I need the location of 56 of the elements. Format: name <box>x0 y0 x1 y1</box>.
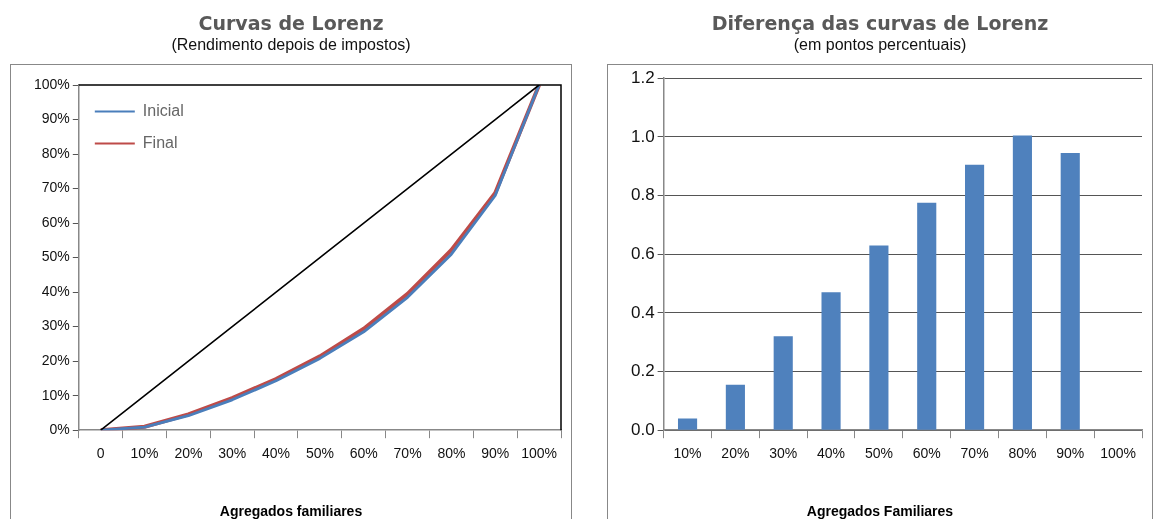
bar <box>773 336 793 430</box>
y-tick-label: 30% <box>41 317 70 334</box>
chart-title: Curvas de Lorenz <box>197 12 385 36</box>
x-tick-label: 70% <box>393 445 422 462</box>
x-tick-label: 100% <box>521 445 557 462</box>
y-tick-label: 0.8 <box>630 185 655 205</box>
x-tick-label: 50% <box>305 445 334 462</box>
x-tick-label: 0 <box>96 445 105 462</box>
x-tick-label: 80% <box>1008 445 1037 462</box>
y-tick-label: 0% <box>49 421 70 438</box>
legend-label: Final <box>142 133 178 151</box>
x-tick-label: 40% <box>262 445 291 462</box>
x-tick-label: 40% <box>817 445 846 462</box>
chart-subtitle: (Rendimento depois de impostos) <box>170 36 412 55</box>
chart-title: Diferença das curvas de Lorenz <box>710 12 1050 36</box>
bar <box>965 164 985 430</box>
y-tick-label: 70% <box>41 179 70 196</box>
bar <box>1060 153 1080 430</box>
y-tick-label: 0.6 <box>630 243 655 263</box>
bar <box>917 202 937 430</box>
chart-subtitle: (em pontos percentuais) <box>792 36 968 55</box>
x-axis-title: Agregados familiares <box>218 503 364 519</box>
x-tick-label: 30% <box>218 445 247 462</box>
y-tick-label: 0.2 <box>630 361 655 381</box>
x-tick-label: 10% <box>130 445 159 462</box>
x-tick-label: 90% <box>481 445 510 462</box>
x-tick-label: 20% <box>721 445 750 462</box>
x-tick-label: 70% <box>960 445 989 462</box>
y-tick-label: 90% <box>41 110 70 127</box>
bar <box>677 418 698 430</box>
x-tick-label: 20% <box>174 445 203 462</box>
y-tick-label: 0.4 <box>630 302 655 322</box>
x-axis-title: Agregados Familiares <box>805 503 955 519</box>
y-tick-label: 50% <box>41 248 70 265</box>
y-tick-label: 40% <box>41 282 70 299</box>
bar <box>1012 135 1032 430</box>
x-tick-label: 60% <box>912 445 941 462</box>
x-tick-label: 100% <box>1100 445 1136 462</box>
x-tick-label: 30% <box>769 445 798 462</box>
x-tick-label: 90% <box>1056 445 1085 462</box>
bar <box>821 292 841 430</box>
y-tick-label: 20% <box>41 352 70 369</box>
y-tick-label: 0.0 <box>630 419 655 439</box>
x-tick-label: 80% <box>437 445 466 462</box>
y-tick-label: 60% <box>41 213 70 230</box>
legend-label: Inicial <box>142 101 184 119</box>
x-tick-label: 60% <box>349 445 378 462</box>
x-tick-label: 10% <box>673 445 702 462</box>
y-tick-label: 1.2 <box>630 67 655 87</box>
y-tick-label: 80% <box>41 144 70 161</box>
bar <box>869 245 889 430</box>
bar <box>725 384 745 430</box>
y-tick-label: 10% <box>41 386 70 403</box>
y-tick-label: 1.0 <box>630 126 655 146</box>
y-tick-label: 100% <box>33 75 70 92</box>
x-tick-label: 50% <box>864 445 893 462</box>
